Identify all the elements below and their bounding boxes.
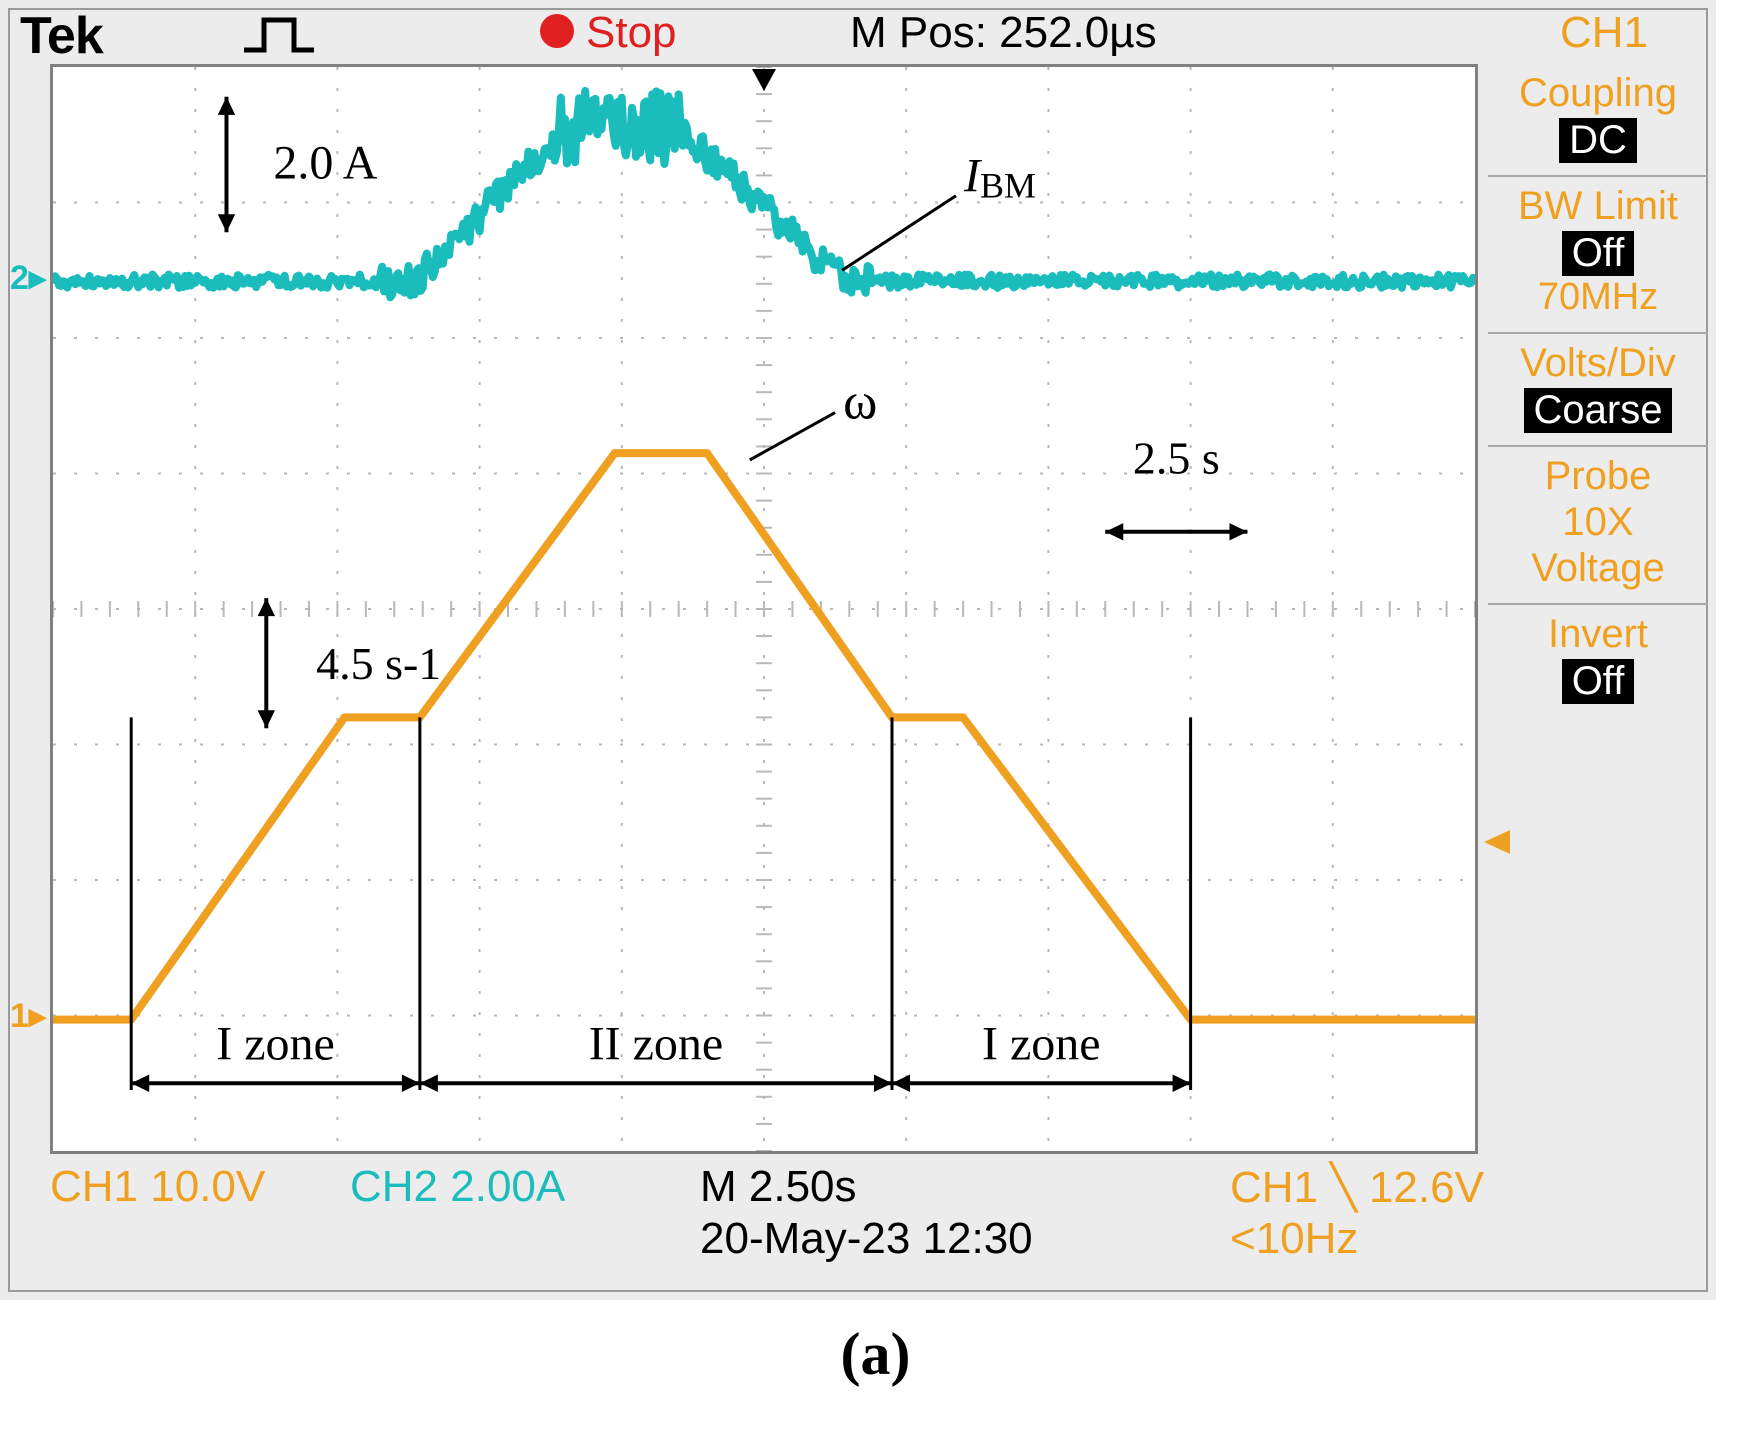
acquisition-status: Stop [586, 8, 677, 58]
horizontal-position-readout: M Pos: 252.0µs [850, 8, 1157, 58]
figure-caption: (a) [0, 1320, 1751, 1389]
brand-logo: Tek [20, 6, 103, 66]
menu-probe-l2: 10X [1488, 499, 1708, 545]
menu-coupling-value: DC [1559, 118, 1637, 163]
menu-invert[interactable]: Invert Off [1488, 605, 1708, 716]
menu-coupling-label: Coupling [1488, 70, 1708, 116]
menu-bw-limit[interactable]: BW Limit Off 70MHz [1488, 177, 1708, 334]
ch2-zero-marker: 2▸ [10, 258, 46, 298]
menu-invert-label: Invert [1488, 611, 1708, 657]
svg-text:II zone: II zone [589, 1017, 724, 1070]
stop-indicator-icon [540, 14, 574, 48]
menu-bw-limit-label: BW Limit [1488, 183, 1708, 229]
plot-svg: 2.0 A 4.5 s-1 2.5 s IBM ω I zone II zone I zone [53, 67, 1475, 1151]
menu-probe-l1: Probe [1488, 453, 1708, 499]
menu-invert-value: Off [1562, 659, 1635, 704]
channel-menu-sidebar: Coupling DC BW Limit Off 70MHz Volts/Div… [1488, 64, 1708, 1284]
active-channel-label: CH1 [1560, 8, 1648, 58]
svg-text:I zone: I zone [216, 1017, 335, 1070]
trigger-freq-readout: <10Hz [1230, 1214, 1358, 1264]
svg-text:4.5 s-1: 4.5 s-1 [316, 638, 441, 689]
timebase-readout: M 2.50s [700, 1162, 857, 1212]
ch1-zero-marker: 1▸ [10, 996, 46, 1036]
svg-text:2.0 A: 2.0 A [273, 137, 377, 190]
datetime-readout: 20-May-23 12:30 [700, 1214, 1033, 1264]
svg-text:I zone: I zone [982, 1017, 1101, 1070]
menu-probe-l3: Voltage [1488, 545, 1708, 591]
menu-coupling[interactable]: Coupling DC [1488, 64, 1708, 177]
svg-text:IBM: IBM [963, 150, 1036, 206]
ch1-scale-readout: CH1 10.0V [50, 1162, 265, 1212]
menu-volts-div-value: Coarse [1524, 388, 1673, 433]
menu-volts-div[interactable]: Volts/Div Coarse [1488, 334, 1708, 447]
ch2-scale-readout: CH2 2.00A [350, 1162, 565, 1212]
trigger-edge-icon [240, 10, 320, 63]
trigger-readout: CH1 ╲ 12.6V [1230, 1162, 1484, 1213]
svg-text:ω: ω [843, 374, 877, 431]
menu-bw-limit-value: Off [1562, 231, 1635, 276]
menu-bw-limit-note: 70MHz [1488, 276, 1708, 320]
menu-probe[interactable]: Probe 10X Voltage [1488, 447, 1708, 605]
menu-volts-div-label: Volts/Div [1488, 340, 1708, 386]
svg-text:2.5 s: 2.5 s [1133, 433, 1220, 484]
waveform-display: 2.0 A 4.5 s-1 2.5 s IBM ω I zone II zone I zone [50, 64, 1478, 1154]
